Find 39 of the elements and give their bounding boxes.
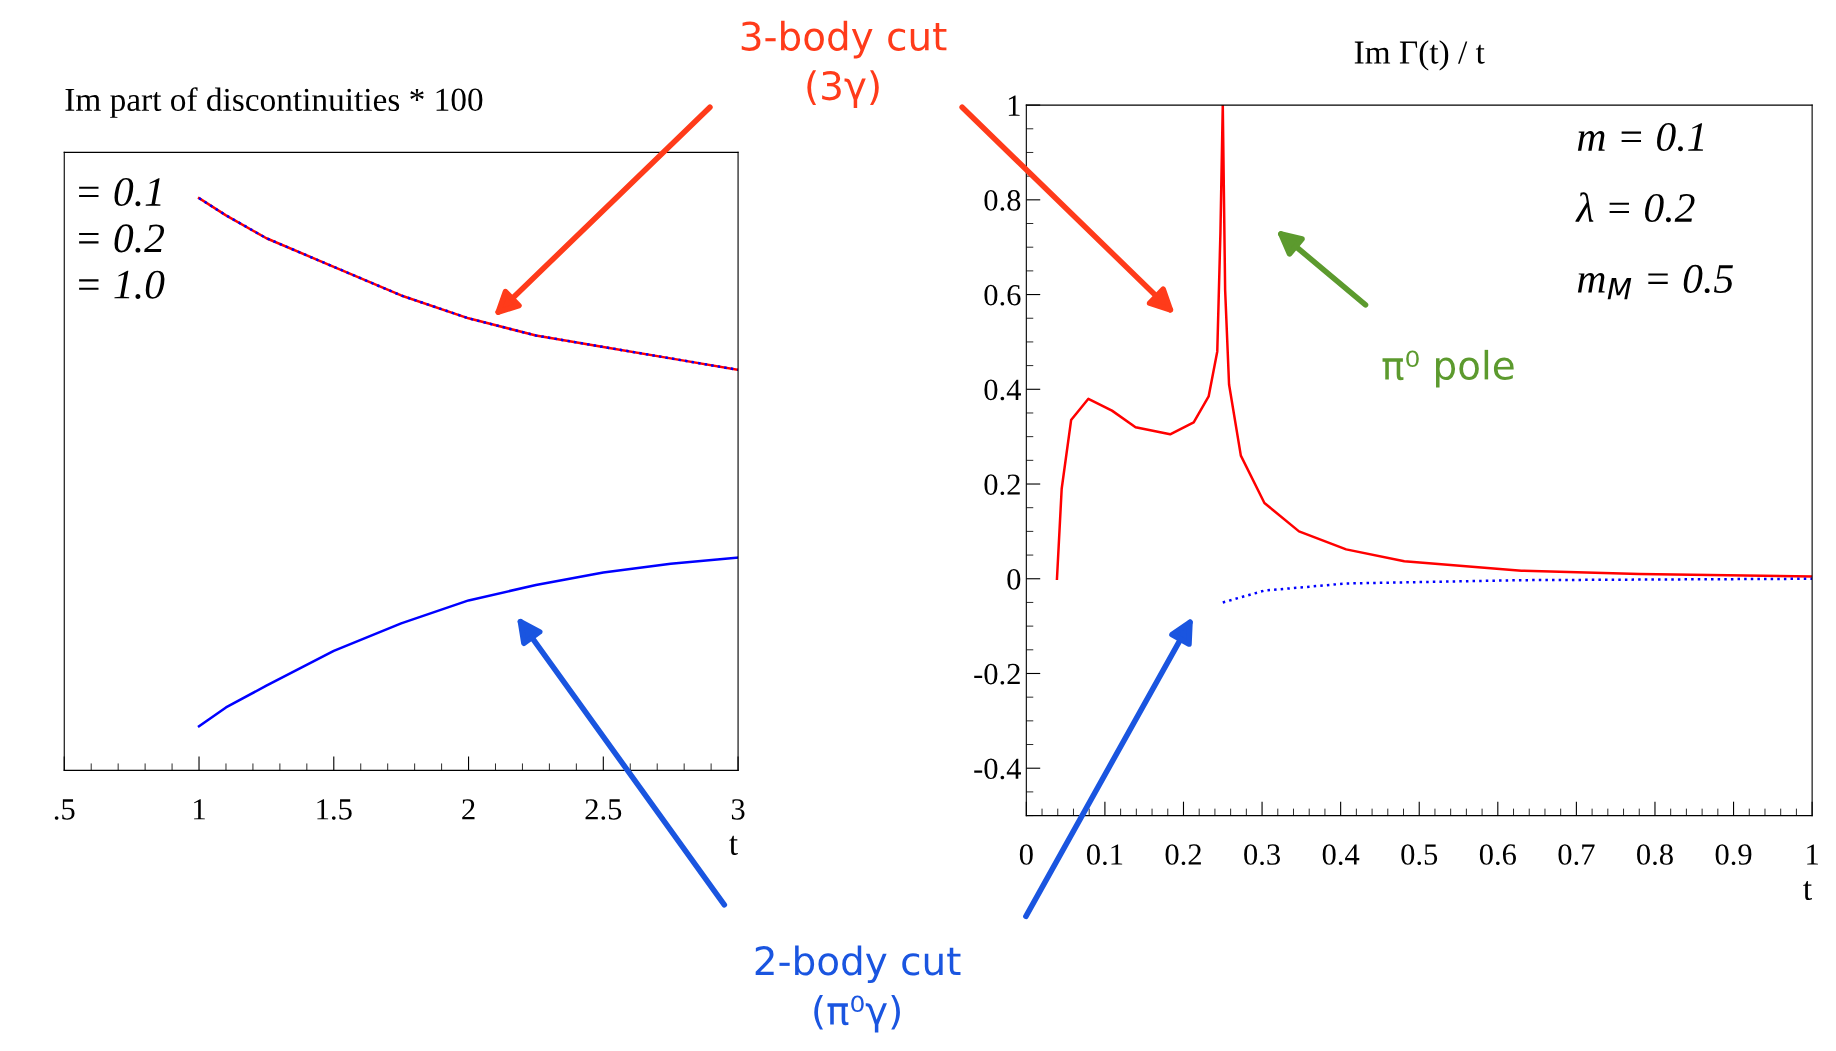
text: 3-body cut (3γ) <box>741 20 947 108</box>
text: 2-body cut (π⁰γ) <box>755 945 961 1033</box>
x-tick-label: 1 <box>194 799 205 820</box>
y-tick-label: -0.4 <box>974 758 1021 780</box>
x-axis-title: t <box>729 835 738 855</box>
x-axis-title: t <box>1803 880 1812 901</box>
x-tick-label: 0.8 <box>1637 844 1673 865</box>
annotation: = 1.0 <box>79 270 165 299</box>
annotation: π⁰ pole <box>1382 349 1514 388</box>
y-tick-label: 0.6 <box>984 284 1021 306</box>
annotation: λ = 0.2 <box>1575 192 1695 223</box>
annotation: = 0.2 <box>79 224 165 253</box>
y-tick-label: 1 <box>1008 95 1020 116</box>
x-tick-label: 0.9 <box>1715 844 1752 865</box>
x-tick-label: 1 <box>1807 844 1818 865</box>
line-series <box>1221 577 1813 604</box>
x-tick-label: 1.5 <box>317 799 352 820</box>
x-tick-label: 2 <box>462 799 475 820</box>
x-tick-label: 0.2 <box>1165 844 1201 865</box>
y-tick-label: 0 <box>1007 569 1021 590</box>
x-tick-label: 2.5 <box>585 799 622 820</box>
x-tick-label: 0.6 <box>1479 844 1516 865</box>
x-tick-label: 0.5 <box>1401 844 1438 865</box>
y-tick-label: 0.4 <box>984 379 1021 401</box>
chart-title: Im part of discontinuities * 100 <box>65 87 483 118</box>
x-tick-label: .5 <box>54 799 75 820</box>
y-tick-label: 0.2 <box>984 474 1020 496</box>
x-tick-label: 0.1 <box>1086 844 1123 865</box>
annotation: m$_{M}$ = 0.5 <box>1577 264 1733 300</box>
x-tick-label: 3 <box>731 799 745 820</box>
x-tick-label: 0.3 <box>1244 844 1280 865</box>
x-tick-label: 0.7 <box>1558 844 1595 865</box>
annotation: = 0.1 <box>79 177 161 207</box>
y-tick-label: -0.2 <box>974 663 1020 685</box>
x-tick-label: 0.4 <box>1322 844 1360 865</box>
line-series <box>1055 105 1813 580</box>
annotation: m = 0.1 <box>1577 122 1704 152</box>
y-tick-label: 0.8 <box>984 190 1021 211</box>
chart-title: Im Γ(t) / t <box>1354 40 1485 71</box>
